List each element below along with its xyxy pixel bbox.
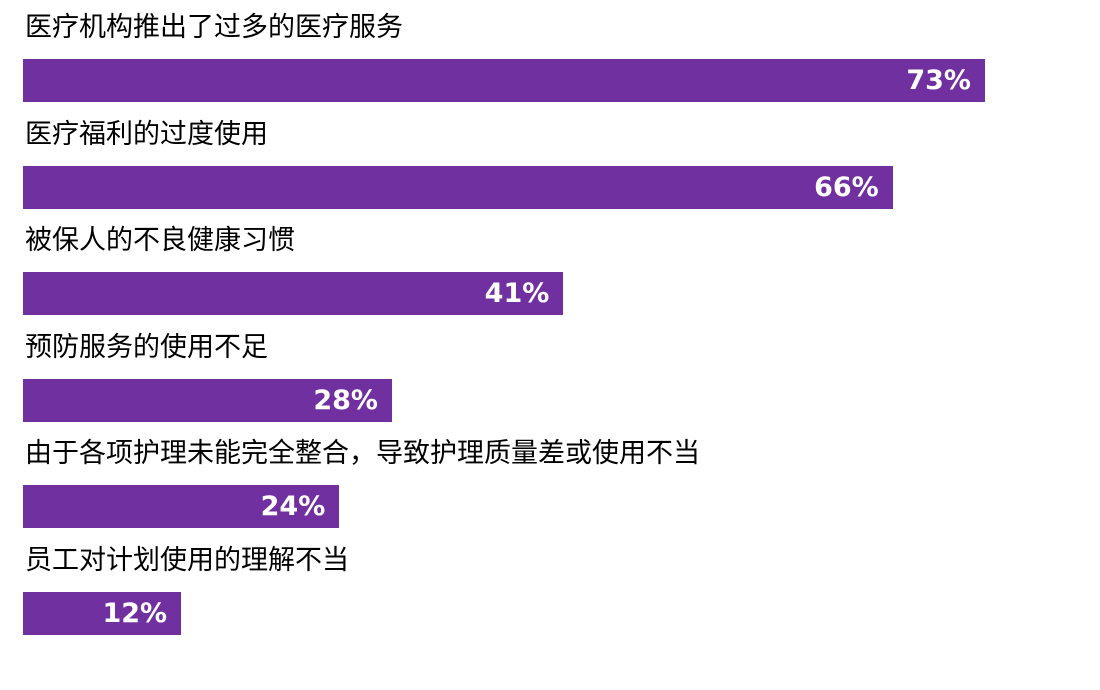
- bar-value-label: 41%: [484, 278, 550, 309]
- bar: 66%: [23, 165, 893, 209]
- category-label: 医疗福利的过度使用: [25, 118, 268, 150]
- category-label: 由于各项护理未能完全整合，导致护理质量差或使用不当: [25, 438, 700, 469]
- bar-value-label: 12%: [102, 597, 168, 629]
- bar-value-label: 24%: [260, 491, 326, 522]
- bar: 73%: [23, 59, 985, 102]
- bar-value-label: 28%: [313, 384, 378, 416]
- bar: 12%: [23, 591, 182, 635]
- category-label: 预防服务的使用不足: [25, 331, 268, 363]
- bar: 28%: [23, 378, 392, 422]
- category-label: 被保人的不良健康习惯: [25, 225, 295, 256]
- category-label: 医疗机构推出了过多的医疗服务: [25, 12, 403, 43]
- bar: 41%: [23, 272, 564, 315]
- bar-value-label: 66%: [814, 171, 879, 203]
- category-label: 员工对计划使用的理解不当: [25, 544, 349, 576]
- bar-value-label: 73%: [906, 65, 971, 96]
- bar: 24%: [23, 485, 340, 528]
